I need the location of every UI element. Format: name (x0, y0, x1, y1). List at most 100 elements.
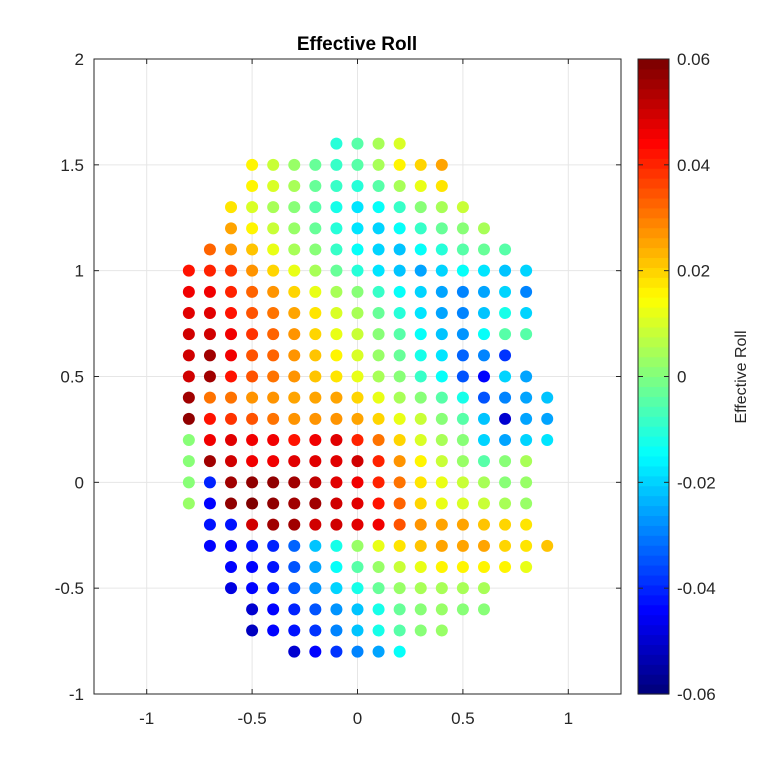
data-point (456, 582, 469, 595)
data-point (246, 412, 259, 425)
colorbar-segment (638, 416, 669, 427)
colorbar-tick-label: 0.02 (677, 262, 710, 281)
data-point (414, 285, 427, 298)
data-point (393, 497, 406, 510)
data-point (520, 412, 533, 425)
data-point (225, 539, 238, 552)
data-point (309, 243, 322, 256)
data-point (372, 603, 385, 616)
data-point (182, 497, 195, 510)
colorbar-segment (638, 426, 669, 437)
data-point (372, 158, 385, 171)
data-point (351, 391, 364, 404)
data-point (456, 328, 469, 341)
data-point (456, 434, 469, 446)
data-point (330, 222, 343, 235)
data-point (414, 412, 427, 425)
data-point (435, 561, 448, 573)
colorbar-segment (638, 297, 669, 308)
data-point (435, 264, 448, 277)
data-point (393, 349, 406, 362)
data-point (330, 539, 343, 552)
colorbar-segment (638, 674, 669, 685)
data-point (288, 412, 301, 425)
data-point (203, 264, 216, 277)
data-point (246, 201, 259, 214)
data-point (203, 391, 216, 404)
data-point (456, 412, 469, 425)
data-point (351, 307, 364, 319)
data-point (393, 307, 406, 319)
data-point (499, 243, 512, 256)
chart-title: Effective Roll (297, 34, 417, 55)
data-point (246, 180, 259, 192)
colorbar-segment (638, 465, 669, 477)
data-point (309, 603, 322, 616)
data-point (330, 349, 343, 362)
data-point (351, 518, 364, 531)
data-point (456, 243, 469, 256)
colorbar-segment (638, 267, 669, 278)
data-point (456, 603, 469, 616)
data-point (520, 264, 533, 277)
data-point (246, 307, 259, 319)
colorbar-segment (638, 535, 669, 546)
colorbar-segment (638, 525, 669, 536)
data-point (267, 391, 280, 404)
x-tick-label: 0 (353, 709, 362, 728)
data-point (267, 285, 280, 298)
data-point (351, 624, 364, 637)
data-point (435, 497, 448, 510)
data-point (225, 243, 238, 256)
data-point (288, 222, 301, 235)
data-point (520, 328, 533, 341)
data-point (351, 603, 364, 616)
data-point (225, 201, 238, 214)
data-point (246, 285, 259, 298)
colorbar-tick-label: 0.04 (677, 156, 710, 175)
data-point (351, 137, 364, 150)
data-point (309, 264, 322, 277)
data-point (456, 285, 469, 298)
data-point (288, 180, 301, 192)
data-point (372, 328, 385, 341)
data-point (372, 645, 385, 658)
colorbar-segment (638, 187, 669, 199)
data-point (330, 603, 343, 616)
data-point (414, 561, 427, 573)
colorbar-segment (638, 644, 669, 655)
colorbar-segment (638, 505, 669, 517)
data-point (393, 137, 406, 150)
data-point (414, 349, 427, 362)
data-point (372, 561, 385, 573)
colorbar-segment (638, 614, 669, 626)
data-point (267, 158, 280, 171)
data-point (520, 497, 533, 510)
colorbar-segment (638, 78, 669, 90)
data-point (309, 349, 322, 362)
colorbar-segment (638, 247, 669, 259)
data-point (393, 518, 406, 531)
data-point (267, 603, 280, 616)
data-point (330, 624, 343, 637)
colorbar-segment (638, 168, 669, 179)
data-point (309, 222, 322, 235)
data-point (309, 307, 322, 319)
data-point (225, 264, 238, 277)
data-point (203, 455, 216, 468)
data-point (203, 370, 216, 383)
colorbar-segment (638, 138, 669, 149)
data-point (288, 539, 301, 552)
data-point (477, 603, 490, 616)
data-point (351, 264, 364, 277)
data-point (393, 539, 406, 552)
colorbar-segment (638, 287, 669, 298)
data-point (372, 582, 385, 595)
data-point (520, 455, 533, 468)
data-point (330, 645, 343, 658)
data-point (267, 455, 280, 468)
x-tick-label: 0.5 (451, 709, 475, 728)
data-point (499, 455, 512, 468)
data-point (225, 582, 238, 595)
data-point (414, 497, 427, 510)
